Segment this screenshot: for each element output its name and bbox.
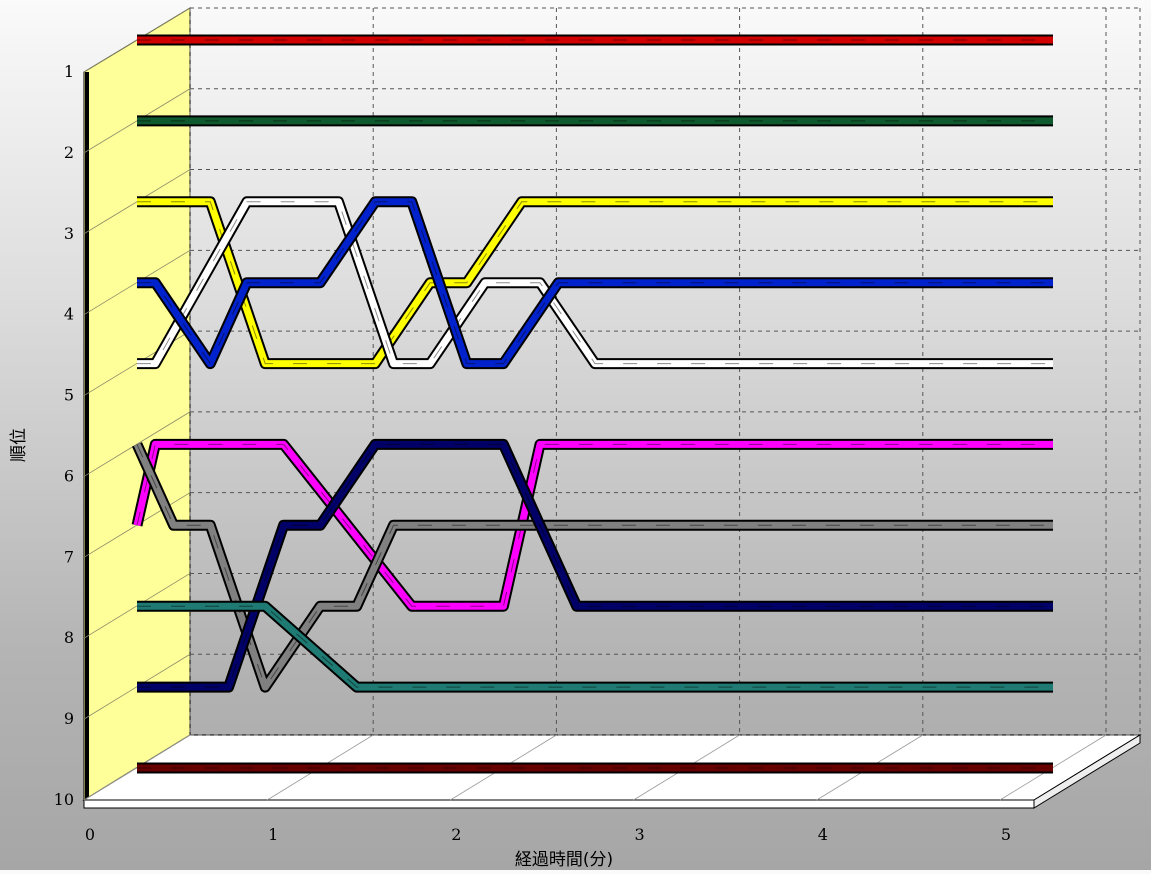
series-8-hatch [137,443,1053,688]
x-axis-title: 経過時間(分) [515,850,613,870]
y-tick-label: 7 [64,547,74,566]
wall-grid-line [83,411,191,477]
series-7-hatch [136,444,1053,689]
floor-side-edge [1033,734,1141,809]
series-6 [131,438,1053,612]
y-tick-label: 3 [64,224,74,243]
y-tick-label: 5 [64,386,74,405]
series-4-line [137,198,1053,368]
series-3-line [137,198,1053,368]
y-tick-label: 2 [64,143,74,162]
y-tick-label: 10 [54,790,74,809]
series-9-line [137,602,1053,691]
series-5-hatch [137,201,1053,365]
series-8-line [137,440,1053,691]
series-7-line [133,442,1053,691]
x-tick-label: 5 [1001,825,1011,844]
y-tick-label: 9 [64,709,74,728]
series-9 [137,600,1053,693]
series-6-line [133,440,1053,610]
series-8-outline [137,438,1053,693]
x-tick-label: 4 [818,825,828,844]
x-tick-label: 2 [451,825,461,844]
y-tick-label: 8 [64,628,74,647]
series-6-hatch [136,443,1053,607]
floor-front-edge [83,799,1035,809]
y-tick-label: 6 [64,466,74,485]
chart-ticks: 1 2 3 4 5 6 7 8 9 10 0 1 2 3 4 5 [54,62,1011,844]
chart-grid [83,7,1141,801]
x-tick-label: 3 [635,825,645,844]
series-4-hatch [137,201,1053,365]
series-5 [137,196,1053,370]
y-axis-title: 順位 [9,428,29,462]
series-3 [137,196,1053,370]
y-tick-label: 1 [64,62,74,81]
chart-series [131,34,1053,774]
y-tick-label: 4 [64,305,74,324]
series-7 [131,442,1053,693]
x-tick-label: 0 [85,825,95,844]
x-tick-label: 1 [268,825,278,844]
series-4 [137,196,1053,370]
series-8 [137,438,1053,693]
chart-left-wall [83,7,191,801]
series-5-line [137,198,1053,368]
